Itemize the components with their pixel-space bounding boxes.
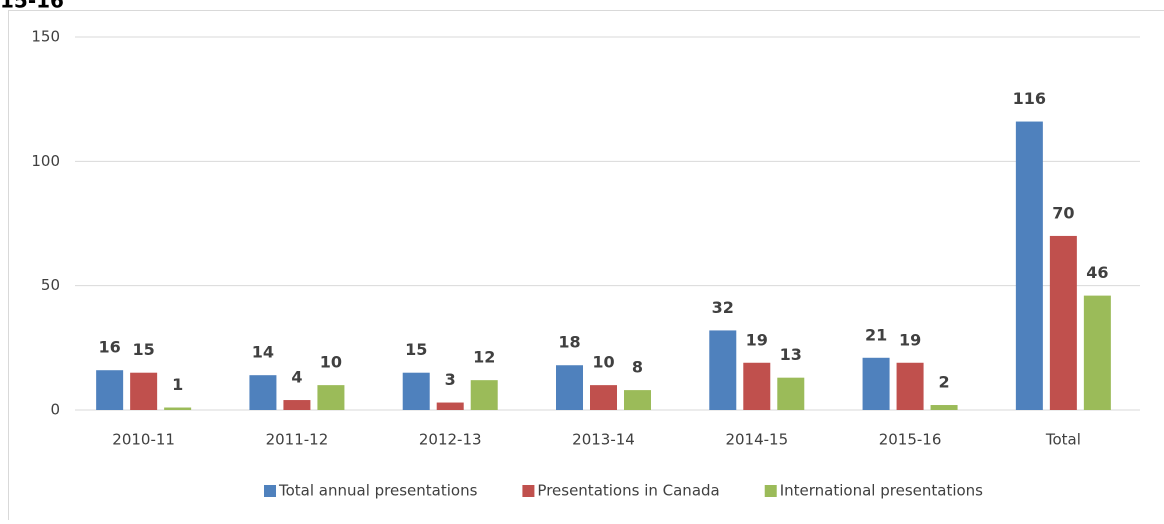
bar bbox=[96, 370, 123, 410]
value-label: 10 bbox=[592, 353, 614, 372]
value-label: 46 bbox=[1086, 263, 1108, 282]
bar bbox=[283, 400, 310, 410]
bar bbox=[471, 380, 498, 410]
value-label: 14 bbox=[252, 343, 274, 362]
bar bbox=[1084, 296, 1111, 410]
bar bbox=[897, 363, 924, 410]
bar bbox=[931, 405, 958, 410]
legend-swatch bbox=[522, 485, 534, 497]
legend-label: Total annual presentations bbox=[278, 482, 478, 500]
bar bbox=[403, 373, 430, 410]
bar bbox=[249, 375, 276, 410]
x-tick-label: 2015-16 bbox=[879, 431, 942, 449]
bar bbox=[863, 358, 890, 410]
value-label: 32 bbox=[712, 298, 734, 317]
x-tick-label: 2014-15 bbox=[725, 431, 788, 449]
bar bbox=[1016, 122, 1043, 410]
legend: Total annual presentations Presentations … bbox=[264, 482, 983, 500]
value-label: 15 bbox=[133, 340, 155, 359]
value-label: 70 bbox=[1052, 203, 1074, 222]
value-label: 1 bbox=[172, 375, 183, 394]
x-tick-label: 2012-13 bbox=[419, 431, 482, 449]
legend-label: International presentations bbox=[780, 482, 983, 500]
value-label: 2 bbox=[939, 373, 950, 392]
x-tick-label: 2010-11 bbox=[112, 431, 175, 449]
value-label: 15 bbox=[405, 340, 427, 359]
y-tick-label: 50 bbox=[41, 276, 60, 294]
value-label: 19 bbox=[899, 330, 921, 349]
value-label: 8 bbox=[632, 358, 643, 377]
bar bbox=[624, 390, 651, 410]
bar bbox=[130, 373, 157, 410]
chart-title: 15-16 bbox=[0, 0, 64, 13]
value-label: 3 bbox=[445, 370, 456, 389]
y-tick-label: 100 bbox=[31, 152, 60, 170]
value-label: 12 bbox=[473, 348, 495, 367]
x-tick-label: 2013-14 bbox=[572, 431, 635, 449]
bar bbox=[556, 365, 583, 410]
legend-swatch bbox=[765, 485, 777, 497]
value-label: 10 bbox=[320, 353, 342, 372]
value-label: 21 bbox=[865, 325, 887, 344]
value-label: 13 bbox=[780, 345, 802, 364]
bar bbox=[1050, 236, 1077, 410]
legend-swatch bbox=[264, 485, 276, 497]
value-label: 4 bbox=[291, 368, 302, 387]
x-tick-label: Total bbox=[1045, 431, 1081, 449]
bar bbox=[743, 363, 770, 410]
bar bbox=[709, 330, 736, 410]
legend-label: Presentations in Canada bbox=[537, 482, 719, 500]
bar bbox=[777, 378, 804, 410]
bar bbox=[437, 403, 464, 410]
value-label: 116 bbox=[1013, 89, 1046, 108]
x-tick-label: 2011-12 bbox=[266, 431, 329, 449]
y-tick-label: 150 bbox=[31, 28, 60, 46]
bar bbox=[164, 408, 191, 410]
value-label: 16 bbox=[99, 338, 121, 357]
bar bbox=[317, 385, 344, 410]
bar bbox=[590, 385, 617, 410]
value-label: 18 bbox=[558, 333, 580, 352]
y-tick-label: 0 bbox=[50, 401, 60, 419]
value-label: 19 bbox=[746, 330, 768, 349]
